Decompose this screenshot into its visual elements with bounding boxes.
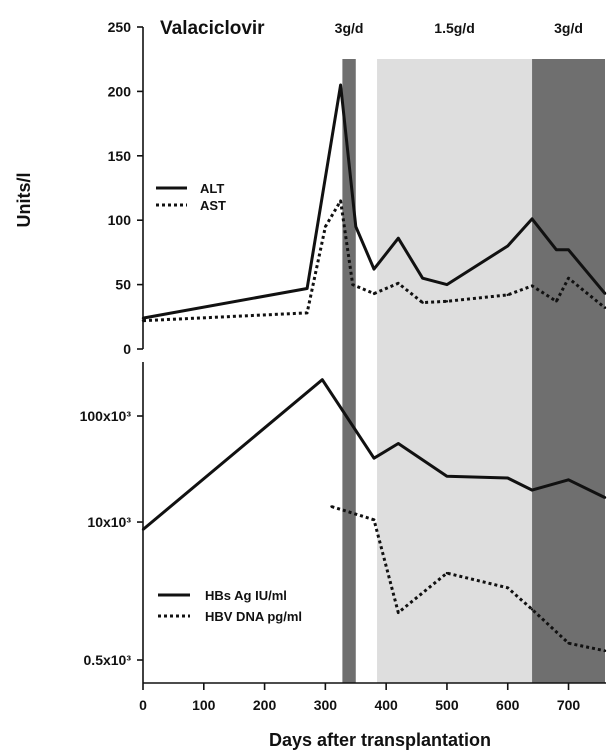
series-line-hbsag-point xyxy=(603,496,607,499)
y-axis-label: Units/l xyxy=(14,172,34,227)
series-line-ast-point xyxy=(506,293,509,297)
series-line-hbsag-point xyxy=(372,456,376,460)
series-line-hbvdna-point xyxy=(567,642,570,645)
series-line-hbsag-point xyxy=(506,476,509,480)
x-tick-label: 600 xyxy=(496,697,520,713)
series-line-hbvdna-point xyxy=(397,611,400,614)
series-line-hbvdna-point xyxy=(330,505,333,508)
series-line-hbvdna-point xyxy=(603,649,607,653)
series-line-hbvdna-point xyxy=(445,571,449,575)
top-y-tick-label: 100 xyxy=(108,212,132,228)
series-line-alt-point xyxy=(567,248,570,252)
series-line-alt-point xyxy=(421,276,424,280)
series-line-ast-point xyxy=(530,284,534,288)
x-axis-label: Days after transplantation xyxy=(269,730,491,750)
dose-label-3: 3g/d xyxy=(554,20,583,36)
bottom-y-tick-label: 100x10³ xyxy=(80,408,132,424)
series-line-ast-point xyxy=(555,300,558,303)
series-line-ast-point xyxy=(141,319,145,322)
series-line-ast-point xyxy=(603,306,607,309)
top-y-tick-label: 150 xyxy=(108,148,132,164)
x-tick-label: 300 xyxy=(314,697,338,713)
legend-ast-label: AST xyxy=(200,198,226,213)
series-line-hbsag-point xyxy=(567,478,570,482)
series-line-hbsag-point xyxy=(397,442,400,445)
legend-alt-label: ALT xyxy=(200,181,224,196)
top-y-tick-label: 50 xyxy=(115,277,131,293)
series-line-alt-point xyxy=(603,292,607,295)
series-line-alt-point xyxy=(530,217,534,221)
series-line-alt-point xyxy=(339,83,342,87)
series-line-alt-point xyxy=(141,316,145,320)
top-y-tick-label: 200 xyxy=(108,83,132,99)
chart-title: Valaciclovir xyxy=(160,18,265,39)
series-line-ast-point xyxy=(351,283,354,286)
series-line-ast-point xyxy=(445,300,449,303)
series-line-alt-point xyxy=(354,225,357,228)
series-line-ast-point xyxy=(372,292,376,295)
treatment-band-3 xyxy=(532,59,605,683)
series-line-ast-point xyxy=(567,276,570,280)
series-line-hbsag-point xyxy=(141,528,145,531)
x-tick-label: 700 xyxy=(557,697,581,713)
bottom-axis-group: 0.5x10³ 10x10³ 100x10³ 0 100 200 300 400 500 600 7… xyxy=(80,362,606,713)
top-axis-group: 0 50 100 150 200 250 xyxy=(108,19,144,357)
series-line-ast-point xyxy=(421,301,424,304)
series-line-hbsag-point xyxy=(445,475,449,478)
top-y-tick-label: 250 xyxy=(108,19,132,35)
legend-hbvdna-label: HBV DNA pg/ml xyxy=(205,609,302,624)
x-tick-label: 500 xyxy=(435,697,459,713)
treatment-band-2 xyxy=(377,59,533,683)
series-lines xyxy=(141,83,607,653)
series-line-ast-point xyxy=(339,199,342,203)
bottom-y-tick-label: 10x10³ xyxy=(87,514,131,530)
series-line-hbvdna-point xyxy=(372,518,376,521)
x-tick-label: 0 xyxy=(139,697,147,713)
series-line-hbvdna-point xyxy=(506,586,509,589)
top-y-tick-label: 0 xyxy=(123,341,131,357)
x-tick-label: 400 xyxy=(374,697,398,713)
series-line-hbvdna xyxy=(330,505,606,653)
legend-hbsag-label: HBs Ag IU/ml xyxy=(205,588,287,603)
x-tick-label: 100 xyxy=(192,697,216,713)
x-tick-label: 200 xyxy=(253,697,277,713)
treatment-band-1 xyxy=(342,59,356,683)
series-line-alt-point xyxy=(397,237,400,240)
series-line-ast xyxy=(142,199,606,323)
dose-label-1: 3g/d xyxy=(335,20,364,36)
dose-label-2: 1.5g/d xyxy=(434,20,474,36)
series-line-alt-point xyxy=(506,244,509,248)
series-line-hbsag-point xyxy=(530,488,534,492)
treatment-bands xyxy=(342,59,605,683)
series-line-ast-point xyxy=(324,225,327,228)
series-line-alt-point xyxy=(305,287,309,290)
bottom-y-tick-label: 0.5x10³ xyxy=(84,652,132,668)
series-line-hbvdna-point xyxy=(530,608,534,611)
series-line-alt-point xyxy=(372,267,376,271)
series-line-alt-point xyxy=(555,248,558,252)
series-line-ast-point xyxy=(305,311,309,315)
series-line-ast-point xyxy=(397,282,400,285)
series-line-hbsag-point xyxy=(321,378,324,381)
series-line-alt-point xyxy=(445,283,449,286)
